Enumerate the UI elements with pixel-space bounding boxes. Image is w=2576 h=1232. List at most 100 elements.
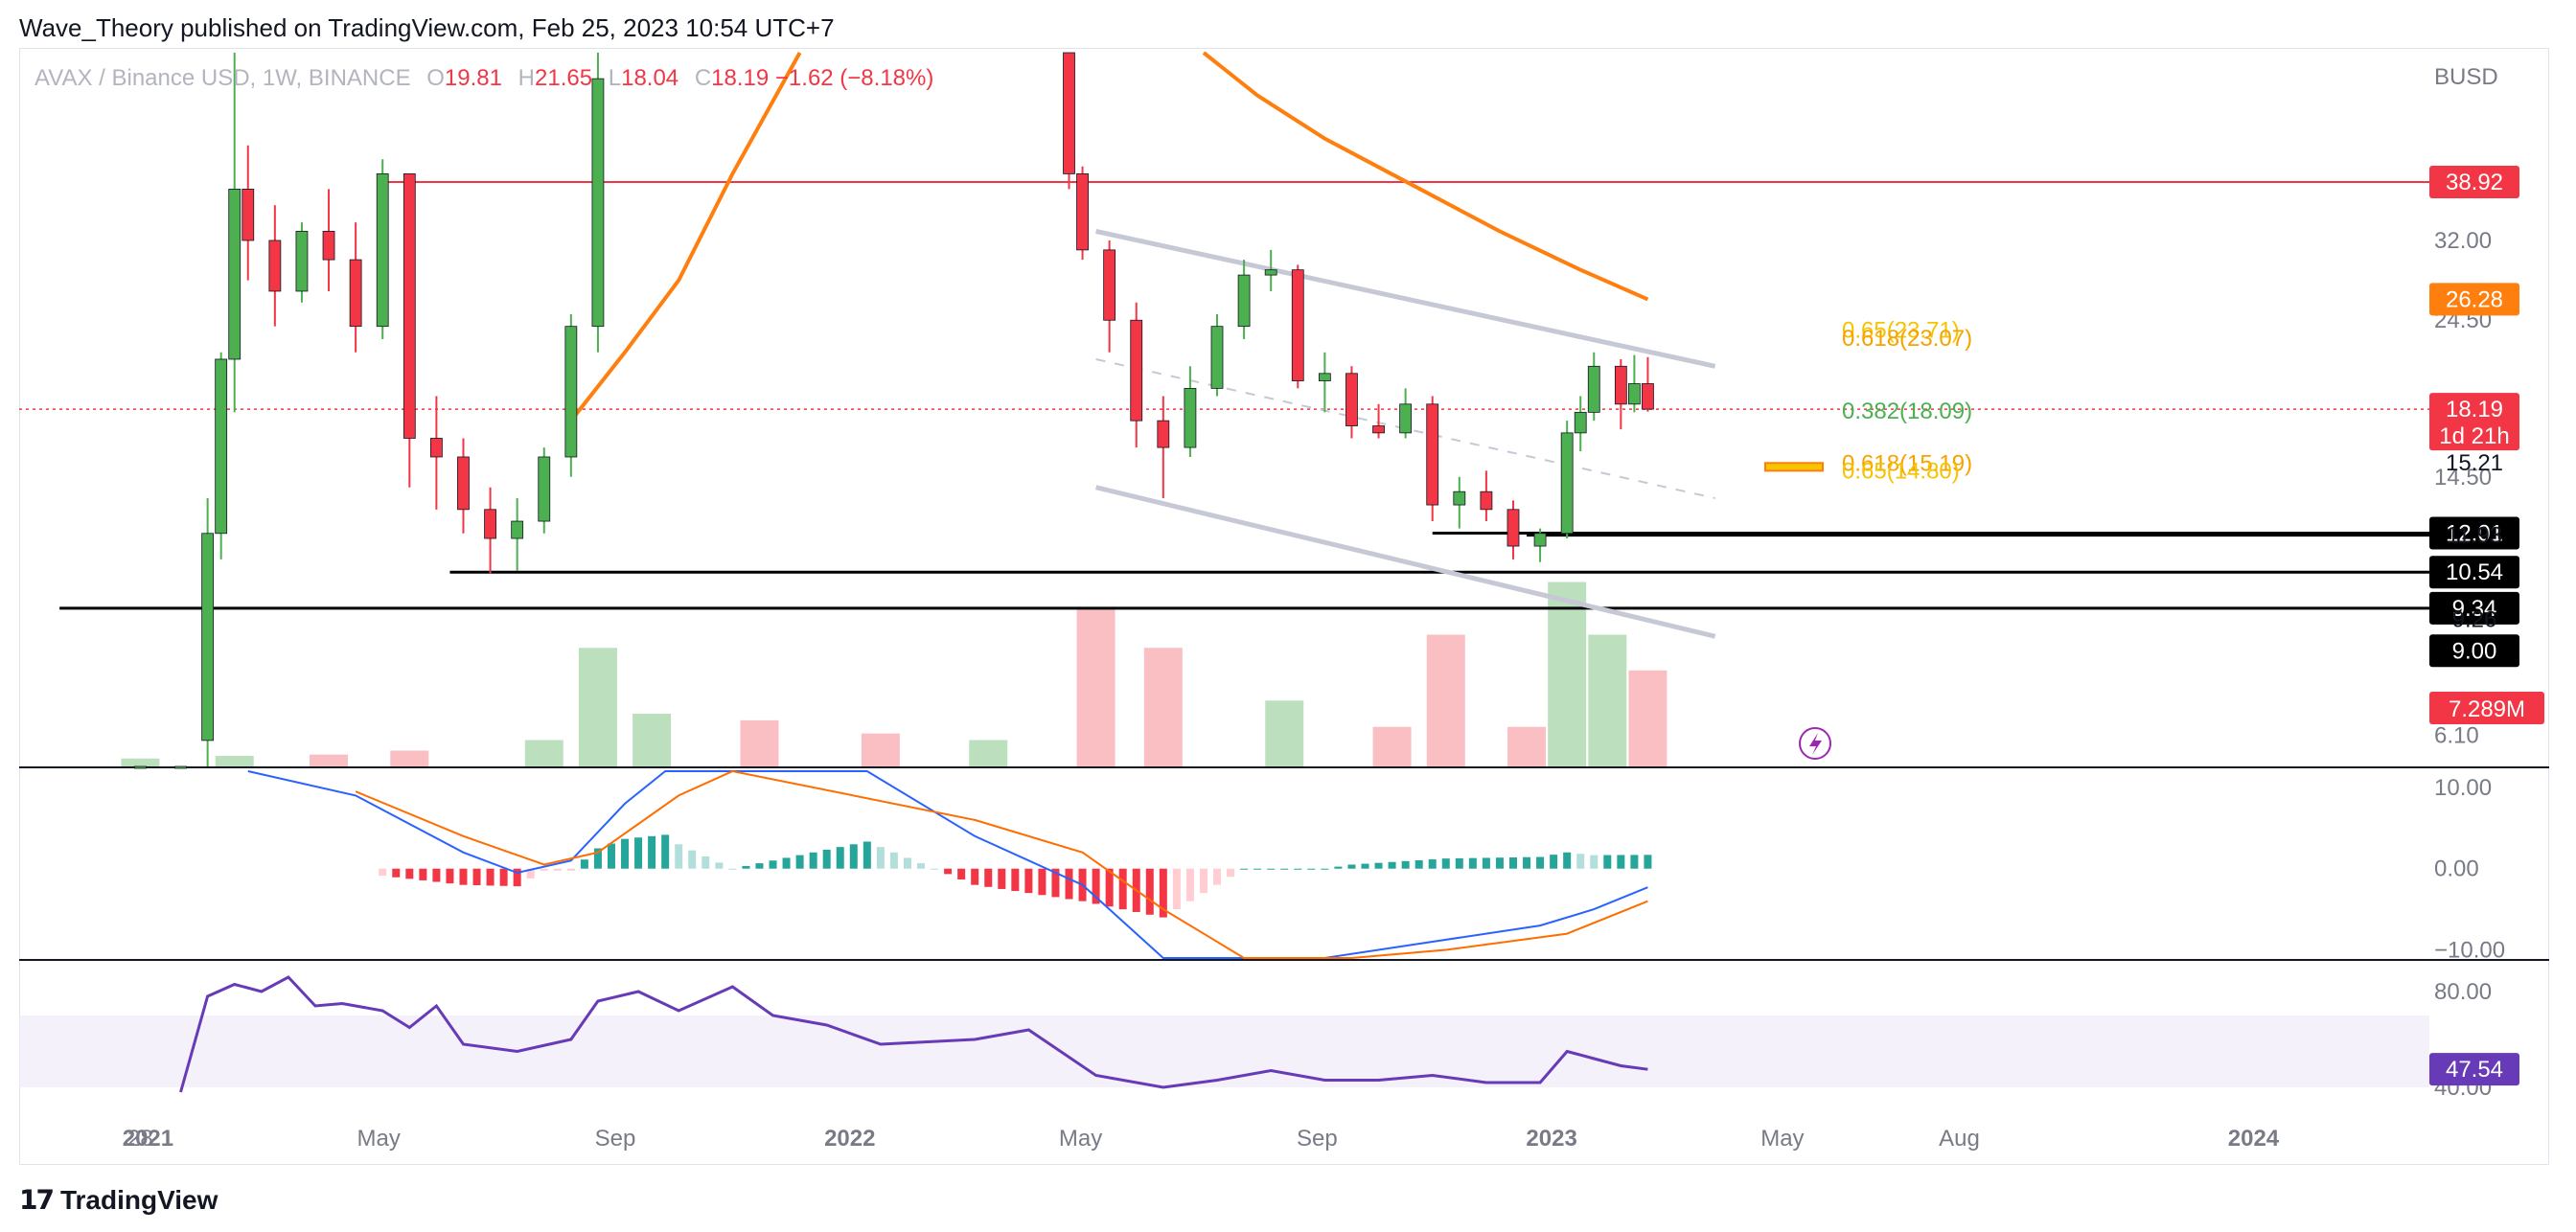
candle-body [538,456,551,522]
macd-histogram-bar [1092,868,1100,904]
volume-bar [578,648,617,766]
price-tag-countdown: 1d 21h [2439,423,2509,449]
macd-histogram-bar [661,834,670,869]
macd-histogram-bar [1428,859,1437,869]
macd-histogram-bar [795,855,804,869]
price-tick-label: 32.00 [2434,228,2492,254]
macd-histogram-bar [984,868,993,887]
macd-histogram-bar [486,868,494,886]
fib-label: 0.618(15.19) [1842,450,1972,476]
rsi-tag-bg [2429,1053,2519,1086]
candle-body [134,765,147,769]
price-tag: 10.54 [2446,559,2503,585]
legend-low: 18.04 [621,65,679,91]
macd-histogram-bar [702,856,710,869]
volume-bar [310,754,349,766]
macd-histogram-bar [1145,868,1154,915]
levels-layer [19,180,2429,610]
macd-histogram-bar [553,868,562,871]
time-tick-label: 2023 [1526,1126,1576,1152]
macd-histogram-bar [1617,855,1625,869]
chart-frame[interactable] [19,48,2549,1165]
macd-histogram-bar [728,868,737,870]
macd-histogram-bar [1185,868,1194,901]
macd-histogram-bar [1254,868,1262,870]
fib-label: 0.65(14.80) [1842,458,1960,484]
volume-bar [1426,634,1465,766]
publisher-line: Wave_Theory published on TradingView.com… [19,13,835,42]
candle-body [1264,269,1277,276]
macd-histogram-bar [1361,863,1369,869]
price-tag: 18.19 [2446,397,2503,422]
rsi-tag: 47.54 [2446,1057,2503,1083]
macd-histogram-bar [971,868,979,885]
macd-histogram-bar [944,868,953,875]
currency-label: BUSD [2434,64,2498,90]
macd-histogram-bar [1468,857,1477,869]
tradingview-logo[interactable]: 𝟭𝟳 TradingView [19,1184,218,1216]
channel-upper-line [1095,228,1716,369]
candle-body [215,358,228,535]
rsi-line [179,975,1648,1093]
candle-body [1346,373,1358,426]
macd-histogram-bar [876,847,885,869]
time-tick-label: May [1059,1126,1102,1152]
macd-histogram-bar [405,868,414,879]
macd-histogram-bar [957,868,966,880]
macd-histogram-bar [540,868,548,871]
candle-body [429,438,443,458]
volume-bar [121,758,160,766]
legend-open-label: O [426,65,445,91]
legend-close-label: C [694,65,712,91]
volume-layer [121,582,1668,766]
candle-body [1237,274,1251,328]
macd-histogram-bar [1536,856,1545,869]
candle-body [1614,365,1627,405]
macd-tick-label: −10.00 [2434,938,2505,964]
candle-body [242,189,255,241]
candle-body [1506,509,1520,547]
time-tick-label: 2021 [123,1126,173,1152]
volume-bar [1265,700,1304,766]
macd-histogram-bar [526,868,535,878]
candle-body [1103,249,1116,321]
volume-bar [1076,608,1116,766]
macd-line [247,770,1648,959]
time-tick-label: Sep [595,1126,636,1152]
volume-bar [1628,670,1668,766]
channel-lower-line [1095,485,1716,639]
macd-histogram-bar [1414,859,1423,869]
volume-bar [1143,648,1183,766]
price-tag: 9.34 [2452,596,2497,622]
macd-histogram-bar [1550,855,1558,869]
time-tick-label: 2024 [2228,1126,2280,1152]
legend-symbol: AVAX / Binance USD, 1W, BINANCE [34,65,411,91]
candle-body [511,520,524,539]
grid-layer [19,766,2549,961]
macd-histogram-bar [1294,868,1302,870]
signal-line [355,769,1648,959]
macd-histogram-bar [769,860,777,869]
legend-open: 19.81 [444,65,502,91]
price-tag: 38.92 [2446,170,2503,195]
candle-body [1291,269,1304,381]
macd-histogram-bar [1240,868,1249,870]
macd-histogram-bar [1199,868,1208,894]
symbol-legend[interactable]: AVAX / Binance USD, 1W, BINANCE O19.81 H… [34,65,933,92]
price-tag-bg [2429,165,2519,198]
price-tick-label: 14.50 [2434,465,2492,491]
candle-body [295,230,309,292]
macd-layer [247,769,1652,959]
macd-histogram-bar [1024,868,1033,894]
time-tick-label: May [1760,1126,1804,1152]
candle-body [322,230,335,261]
price-tag: 11.93 [2447,523,2502,549]
macd-histogram-bar [379,868,387,877]
macd-histogram-bar [755,863,764,869]
price-tag-bg [2429,634,2519,668]
candle-body [1063,52,1075,174]
macd-histogram-bar [903,857,911,869]
macd-histogram-bar [1508,856,1517,869]
